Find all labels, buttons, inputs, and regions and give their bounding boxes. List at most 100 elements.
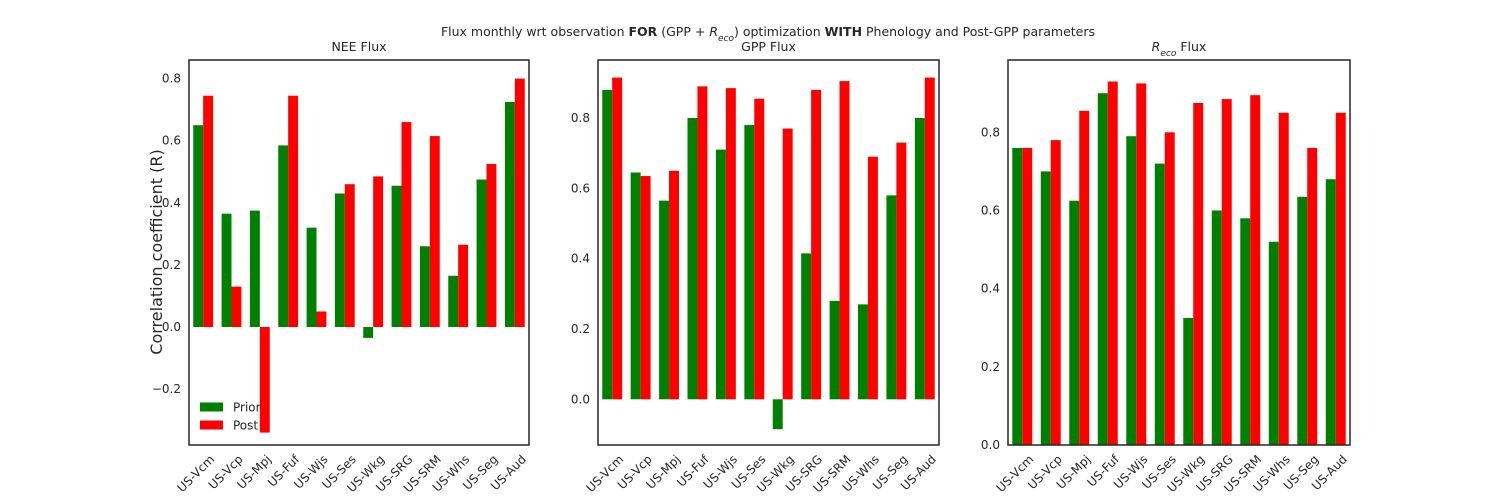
bar-post-US-Ses [344,184,355,328]
panel-title: NEE Flux [331,39,386,54]
bar-prior-US-Ses [744,125,755,400]
bar-prior-US-Seg [886,195,897,400]
bar-post-US-SRM [839,81,850,400]
y-tick-label: 0.2 [571,322,590,336]
panel-title: Reco Flux [1152,39,1207,59]
bar-post-US-Wkg [1193,102,1204,446]
bar-prior-US-SRG [1211,210,1222,445]
bar-prior-US-SRM [1240,218,1251,445]
bar-prior-US-Ses [334,193,345,328]
bar-post-US-Aud [1335,112,1346,446]
y-tick-label: 0.6 [981,203,1000,217]
chart-panel-2: 0.00.20.40.60.8US-VcmUS-VcpUS-MpjUS-FufU… [571,39,940,495]
bar-prior-US-Wjs [715,149,726,400]
y-tick-label: 0.6 [162,134,181,148]
y-tick-label: 0.4 [981,282,1000,296]
y-tick-label: 0.8 [571,111,590,125]
bar-prior-US-Mpj [249,210,260,328]
y-tick-label: 0.4 [571,252,590,266]
bar-prior-US-Ses [1154,163,1165,445]
bar-prior-US-Seg [476,179,487,328]
bar-post-US-Mpj [259,327,270,433]
legend-swatch-prior [200,402,223,412]
bar-prior-US-Whs [448,275,459,328]
bar-post-US-Vcm [612,77,623,400]
bar-post-US-Vcm [203,95,214,328]
bar-prior-US-Wkg [1183,317,1194,445]
y-tick-label: 0.0 [162,320,181,334]
bar-post-US-Wkg [782,128,793,400]
bar-post-US-SRM [429,136,440,328]
bar-post-US-SRG [1221,99,1232,445]
bar-post-US-SRG [811,89,822,400]
y-tick-label: 0.6 [571,181,590,195]
bar-post-US-Vcp [231,286,242,328]
bar-prior-US-Mpj [1069,200,1080,445]
chart-panel-1: −0.20.00.20.40.60.8US-VcmUS-VcpUS-MpjUS-… [152,39,530,495]
bar-prior-US-Wkg [363,327,374,338]
bar-post-US-Wjs [725,88,736,400]
bar-post-US-Seg [1307,147,1318,445]
bar-post-US-SRM [1250,95,1261,446]
bar-post-US-SRG [401,122,412,328]
bar-prior-US-Mpj [659,200,670,400]
bar-post-US-Mpj [669,170,679,400]
y-tick-label: 0.0 [571,392,590,406]
bar-post-US-Vcp [1050,140,1061,445]
bar-prior-US-Fuf [278,145,289,328]
bar-prior-US-Fuf [687,118,698,400]
bar-prior-US-Aud [1325,179,1336,445]
bar-prior-US-Wjs [1126,136,1137,445]
chart-panels: −0.20.00.20.40.60.8US-VcmUS-VcpUS-MpjUS-… [152,39,1351,495]
y-axis-label: Correlation coefficient (R) [147,149,166,354]
bar-post-US-Wjs [316,311,327,328]
legend-swatch-post [200,420,223,430]
bar-post-US-Whs [458,244,469,328]
y-tick-label: 0.0 [981,438,1000,452]
bar-post-US-Fuf [1107,81,1118,445]
figure-suptitle: Flux monthly wrt observation FOR (GPP + … [441,24,1095,44]
bar-prior-US-Aud [914,118,925,400]
bar-post-US-Whs [1278,112,1289,446]
bar-post-US-Seg [896,142,907,400]
y-tick-label: 0.8 [162,72,181,86]
bar-post-US-Ses [1164,132,1175,445]
bar-post-US-Aud [514,78,525,328]
y-tick-label: 0.2 [162,258,181,272]
bar-prior-US-Vcp [630,172,641,400]
bar-post-US-Seg [486,164,497,328]
bar-prior-US-Wkg [772,399,783,430]
bar-post-US-Wkg [373,176,384,328]
axes-frame [188,59,530,446]
y-tick-label: 0.2 [981,360,1000,374]
bar-prior-US-Whs [858,304,868,400]
bar-prior-US-Aud [504,101,515,328]
legend-label-post: Post [233,419,258,433]
y-tick-label: 0.8 [981,125,1000,139]
bar-prior-US-Seg [1297,196,1308,445]
bar-post-US-Vcm [1022,147,1033,445]
bar-prior-US-Whs [1268,241,1279,445]
bar-post-US-Fuf [697,86,708,400]
legend: Prior Post [200,401,261,433]
panel-title: GPP Flux [741,39,796,54]
bar-post-US-Vcp [640,176,651,400]
bar-prior-US-Vcm [1012,147,1023,445]
bar-prior-US-Vcm [602,89,613,400]
axes-frame [597,59,940,446]
bar-post-US-Mpj [1079,110,1090,445]
bar-post-US-Whs [867,156,878,400]
y-tick-label: 0.4 [162,196,181,210]
chart-panel-3: 0.00.20.40.60.8US-VcmUS-VcpUS-MpjUS-FufU… [981,39,1351,495]
bar-prior-US-Vcp [221,213,232,328]
bar-prior-US-SRG [801,253,812,400]
bar-prior-US-Vcp [1040,171,1051,445]
bar-prior-US-SRM [829,300,840,400]
axes-frame [1007,59,1351,446]
bar-post-US-Aud [924,77,935,400]
bar-post-US-Wjs [1136,83,1147,445]
bar-prior-US-Fuf [1097,93,1108,445]
legend-label-prior: Prior [233,401,261,415]
bar-prior-US-SRM [419,246,430,328]
